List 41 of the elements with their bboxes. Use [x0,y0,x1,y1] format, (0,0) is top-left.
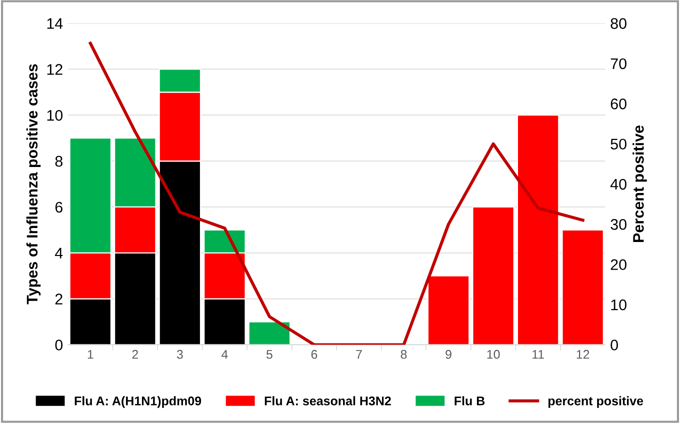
bar [562,229,604,345]
y2-tick-label: 10 [611,299,626,310]
y2-axis-title: Percent positive [632,126,647,242]
y-tick-label: 8 [55,156,62,167]
y2-tick-label: 60 [610,98,626,110]
legend-label: Flu A: seasonal H3N2 [264,396,391,406]
x-tick-label: 12 [576,350,590,359]
bar [516,114,560,345]
x-tick-label: 5 [266,350,272,359]
y-tick-label: 10 [47,110,63,121]
x-tick-label: 8 [400,350,407,359]
x-tick-label: 10 [487,350,500,359]
legend-label: percent positive [548,396,644,408]
x-tick-label: 9 [446,350,452,359]
y2-tick-label: 30 [610,219,626,230]
x-tick-label: 11 [532,350,544,359]
y2-tick-label: 80 [610,18,626,29]
y-tick-label: 14 [47,18,63,29]
x-tick-label: 1 [88,350,94,359]
bar [248,321,291,345]
y2-tick-label: 20 [610,259,626,270]
y-tick-label: 2 [55,294,62,304]
x-tick-label: 2 [132,350,138,359]
y2-tick-label: 50 [610,138,626,150]
legend-label: Flu A: A(H1N1)pdm09 [74,396,202,408]
legend-label: Flu B [454,396,485,406]
x-tick-label: 3 [176,350,183,359]
y-tick-label: 6 [55,202,62,213]
y2-tick-label: 70 [610,58,626,70]
y-tick-label: 4 [54,248,63,258]
x-tick-label: 7 [356,350,362,359]
bar [472,206,514,345]
x-tick-label: 6 [311,350,318,359]
y2-tick-label: 0 [610,340,618,350]
y-tick-label: 12 [47,64,62,75]
y-axis-title: Types of Influenza positive cases [26,64,41,304]
y2-tick-label: 40 [610,178,626,190]
line-series [88,42,584,345]
y-tick-label: 0 [55,340,63,350]
x-tick-label: 4 [221,350,228,359]
bar [427,275,470,345]
